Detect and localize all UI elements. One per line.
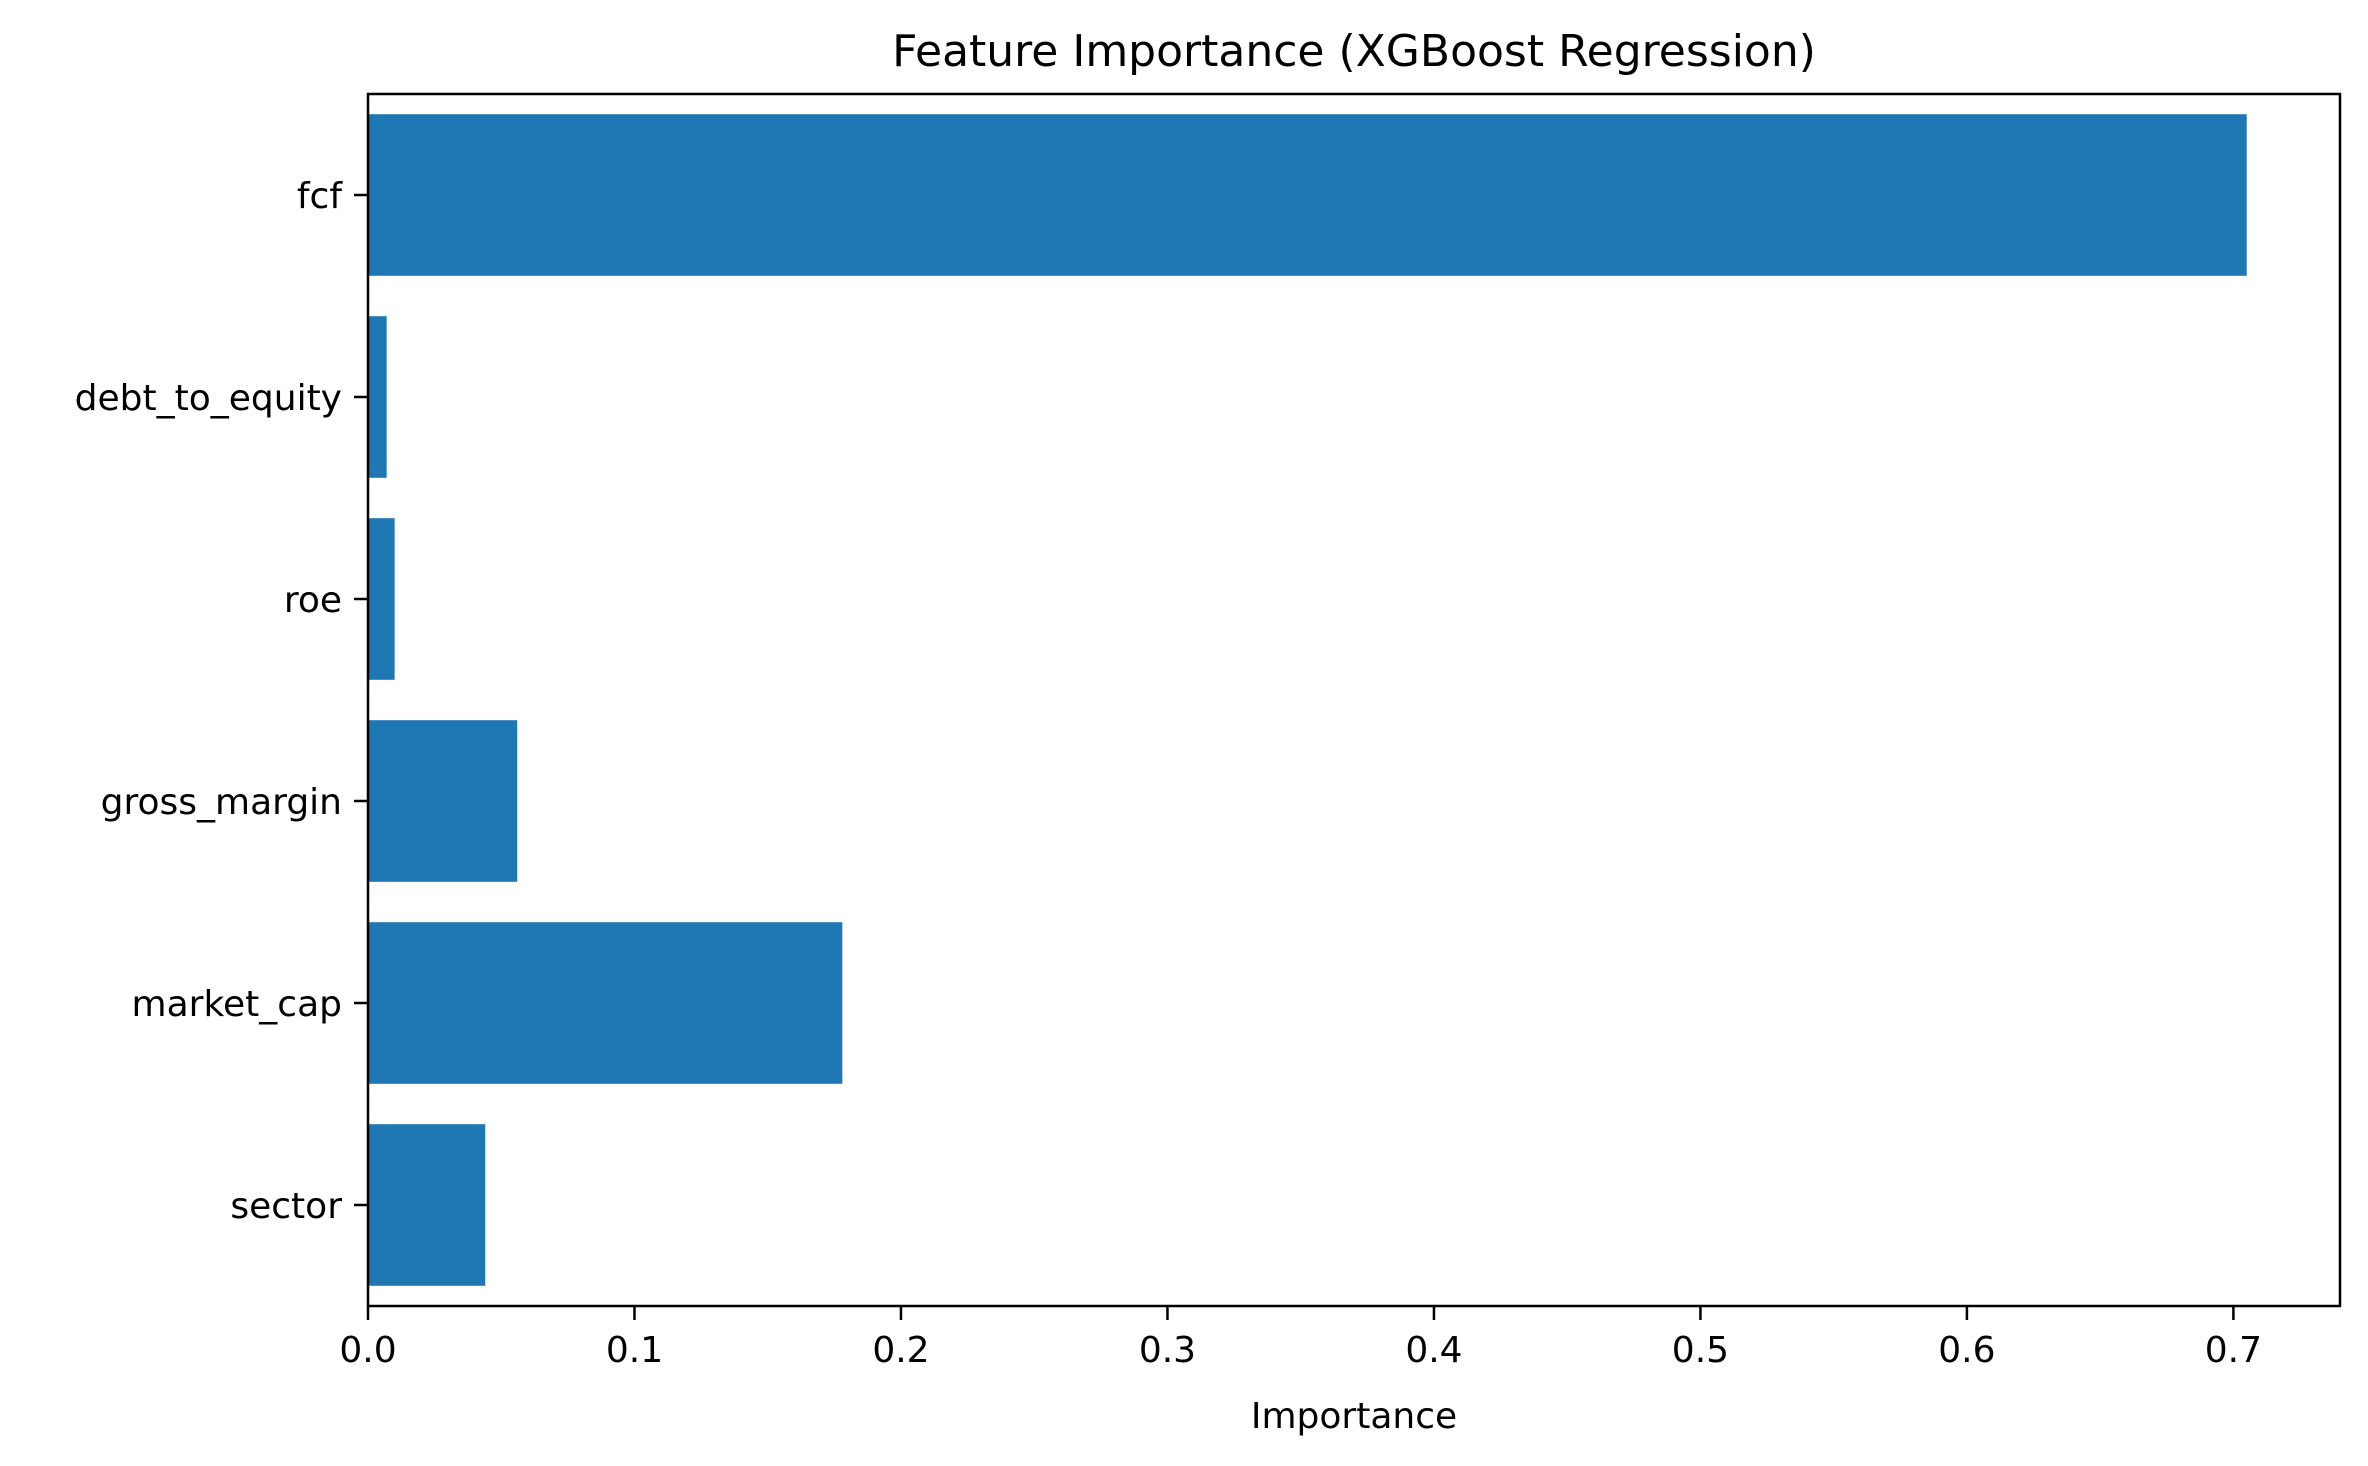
bar-roe [368, 518, 395, 680]
y-tick-label: gross_margin [101, 782, 342, 823]
bar-fcf [368, 114, 2247, 276]
x-tick-label: 0.4 [1405, 1330, 1462, 1371]
bars-group [368, 114, 2247, 1286]
x-tick-label: 0.0 [339, 1330, 396, 1371]
y-tick-label: market_cap [132, 984, 342, 1025]
plot-frame [366, 92, 2342, 1308]
x-tick-label: 0.1 [606, 1330, 663, 1371]
bar-gross-margin [368, 720, 518, 882]
chart-title: Feature Importance (XGBoost Regression) [892, 26, 1816, 77]
x-tick-label: 0.3 [1139, 1330, 1196, 1371]
bar-market-cap [368, 922, 843, 1084]
x-tick-label: 0.5 [1672, 1330, 1729, 1371]
x-tick-label: 0.7 [2205, 1330, 2262, 1371]
y-tick-label: roe [284, 580, 342, 621]
bar-sector [368, 1124, 486, 1286]
y-tick-label: sector [230, 1186, 342, 1227]
y-tick-label: fcf [297, 176, 343, 217]
x-axis-ticks: 0.0 0.1 0.2 0.3 0.4 0.5 0.6 0.7 [339, 1306, 2262, 1371]
y-tick-label: debt_to_equity [75, 378, 342, 419]
x-axis-label: Importance [1251, 1396, 1457, 1437]
x-tick-label: 0.6 [1938, 1330, 1995, 1371]
x-tick-label: 0.2 [872, 1330, 929, 1371]
bar-debt-to-equity [368, 316, 387, 478]
